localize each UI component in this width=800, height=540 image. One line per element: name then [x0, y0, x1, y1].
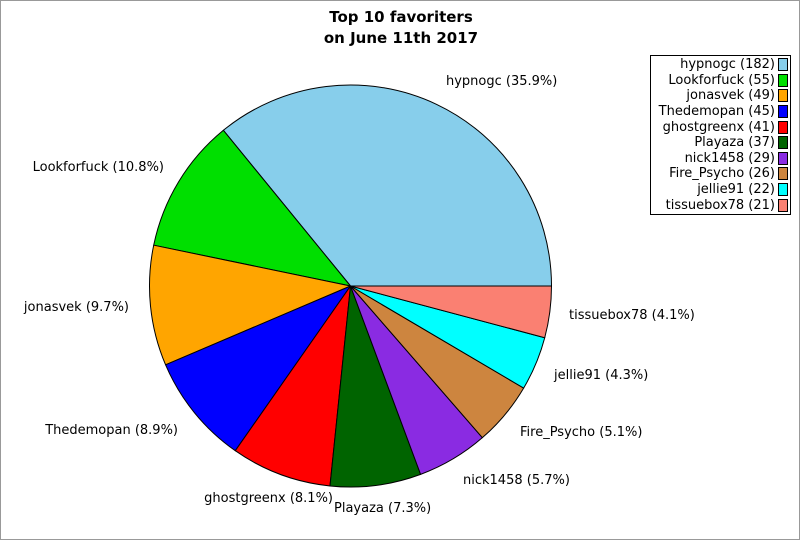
legend-item-Thedemopan: Thedemopan (45) — [651, 104, 790, 120]
legend-swatch-nick1458 — [778, 151, 788, 165]
pie-slice-tissuebox78 — [350, 285, 552, 339]
pie-slice-label-ghostgreenx: ghostgreenx (8.1%) — [204, 491, 333, 506]
legend-label-jellie91: jellie91 (22) — [697, 182, 775, 198]
chart-title-line2: on June 11th 2017 — [323, 29, 479, 47]
legend-swatch-jellie91 — [778, 183, 788, 197]
legend-label-Fire_Psycho: Fire_Psycho (26) — [669, 166, 775, 182]
legend-label-tissuebox78: tissuebox78 (21) — [665, 197, 775, 213]
legend-item-Playaza: Playaza (37) — [651, 135, 790, 151]
legend-swatch-tissuebox78 — [778, 198, 788, 212]
pie-slice-label-nick1458: nick1458 (5.7%) — [463, 473, 570, 488]
legend-swatch-Fire_Psycho — [778, 167, 788, 181]
pie-slice-label-Playaza: Playaza (7.3%) — [334, 501, 431, 516]
legend-label-jonasvek: jonasvek (49) — [686, 88, 775, 104]
legend-swatch-Thedemopan — [778, 105, 788, 119]
legend-label-Lookforfuck: Lookforfuck (55) — [668, 72, 775, 88]
legend-item-nick1458: nick1458 (29) — [651, 151, 790, 167]
legend-label-Playaza: Playaza (37) — [694, 135, 775, 151]
pie-slice-label-jellie91: jellie91 (4.3%) — [553, 368, 648, 383]
legend-item-jellie91: jellie91 (22) — [651, 182, 790, 198]
pie-slice-label-Thedemopan: Thedemopan (8.9%) — [44, 423, 178, 438]
legend-label-nick1458: nick1458 (29) — [684, 150, 775, 166]
pie-slice-ghostgreenx — [234, 285, 351, 487]
legend-swatch-jonasvek — [778, 89, 788, 103]
legend-label-Thedemopan: Thedemopan (45) — [658, 104, 775, 120]
chart-title: Top 10 favoriters on June 11th 2017 — [1, 7, 799, 49]
chart-title-line1: Top 10 favoriters — [329, 8, 473, 26]
pie-slice-label-hypnogc: hypnogc (35.9%) — [446, 74, 557, 89]
pie-slice-jonasvek — [149, 244, 351, 366]
legend-swatch-Lookforfuck — [778, 73, 788, 87]
legend-item-Fire_Psycho: Fire_Psycho (26) — [651, 166, 790, 182]
legend: hypnogc (182) Lookforfuck (55) jonasvek (4… — [650, 55, 791, 215]
legend-item-hypnogc: hypnogc (182) — [651, 57, 790, 73]
pie-slice-label-jonasvek: jonasvek (9.7%) — [23, 300, 129, 315]
legend-swatch-hypnogc — [778, 58, 788, 72]
legend-item-tissuebox78: tissuebox78 (21) — [651, 197, 790, 213]
pie-slice-Thedemopan — [165, 285, 351, 452]
legend-item-ghostgreenx: ghostgreenx (41) — [651, 119, 790, 135]
legend-swatch-ghostgreenx — [778, 120, 788, 134]
legend-item-Lookforfuck: Lookforfuck (55) — [651, 73, 790, 89]
legend-label-hypnogc: hypnogc (182) — [680, 57, 775, 73]
pie-slice-hypnogc — [222, 84, 552, 287]
pie-slice-Lookforfuck — [153, 129, 351, 287]
pie-slice-label-Lookforfuck: Lookforfuck (10.8%) — [33, 160, 164, 175]
legend-label-ghostgreenx: ghostgreenx (41) — [662, 119, 775, 135]
legend-swatch-Playaza — [778, 136, 788, 150]
pie-slice-label-Fire_Psycho: Fire_Psycho (5.1%) — [520, 425, 642, 440]
pie-slice-label-tissuebox78: tissuebox78 (4.1%) — [569, 308, 695, 323]
legend-item-jonasvek: jonasvek (49) — [651, 88, 790, 104]
